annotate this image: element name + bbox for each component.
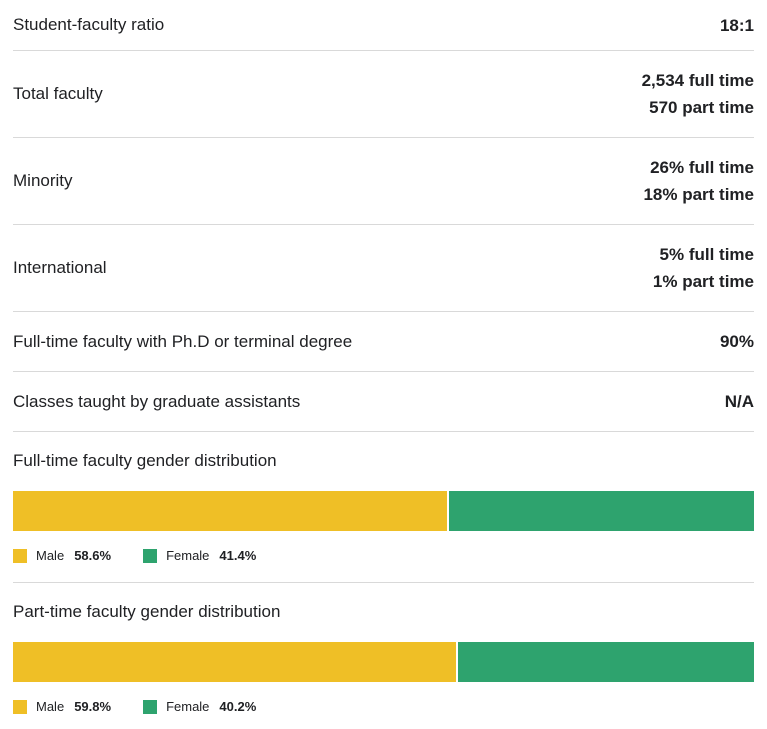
- stat-label: Student-faculty ratio: [13, 15, 165, 34]
- stat-label: Full-time faculty with Ph.D or terminal …: [13, 331, 353, 351]
- section-title: Part-time faculty gender distribution: [13, 602, 281, 621]
- female-swatch: [143, 699, 158, 714]
- legend-item-male: Male 59.8%: [13, 699, 111, 714]
- stat-row-phd: Full-time faculty with Ph.D or terminal …: [13, 312, 754, 372]
- legend-value: 58.6%: [74, 548, 112, 563]
- legend-item-male: Male 58.6%: [13, 548, 111, 563]
- stat-row-student-faculty-ratio: Student-faculty ratio 18:1: [13, 0, 754, 51]
- legend-label: Female: [166, 699, 210, 714]
- stat-value: 2,534 full time 570 part time: [642, 67, 754, 121]
- female-segment: [447, 491, 754, 531]
- stat-value-line: 5% full time: [659, 245, 754, 264]
- stat-value-line: N/A: [724, 392, 754, 411]
- stat-row-minority: Minority 26% full time 18% part time: [13, 138, 754, 225]
- legend-label: Male: [36, 699, 65, 714]
- legend: Male 58.6% Female 41.4%: [13, 548, 754, 563]
- stat-value: 26% full time 18% part time: [643, 154, 754, 208]
- female-swatch: [143, 548, 158, 563]
- stat-value-line: 26% full time: [650, 158, 754, 177]
- stat-row-international: International 5% full time 1% part time: [13, 225, 754, 312]
- stat-label: Classes taught by graduate assistants: [13, 391, 301, 411]
- legend-item-female: Female 41.4%: [143, 548, 256, 563]
- stat-value-line: 90%: [719, 332, 754, 351]
- stat-value: 90%: [720, 328, 754, 355]
- gender-bar: [13, 491, 754, 531]
- stat-label: Total faculty: [13, 84, 103, 103]
- stat-value: 5% full time 1% part time: [653, 241, 754, 295]
- gender-bar: [13, 642, 754, 682]
- legend-value: 59.8%: [74, 699, 112, 714]
- legend-value: 40.2%: [219, 699, 257, 714]
- stat-value: 18:1: [720, 12, 754, 39]
- part-time-gender-section: Part-time faculty gender distribution Ma…: [13, 583, 754, 729]
- full-time-gender-section: Full-time faculty gender distribution Ma…: [13, 432, 754, 583]
- male-segment: [13, 642, 457, 682]
- stat-label: International: [13, 258, 107, 277]
- faculty-stats-panel: Student-faculty ratio 18:1 Total faculty…: [13, 0, 754, 729]
- female-segment: [456, 642, 754, 682]
- legend-label: Male: [36, 548, 65, 563]
- legend-item-female: Female 40.2%: [143, 699, 256, 714]
- stat-value-line: 18:1: [719, 15, 754, 35]
- stat-value-line: 18% part time: [643, 185, 754, 204]
- male-segment: [13, 491, 448, 531]
- stat-value-line: 2,534 full time: [641, 71, 754, 90]
- male-swatch: [13, 699, 27, 714]
- section-title: Full-time faculty gender distribution: [13, 451, 277, 470]
- legend-value: 41.4%: [219, 548, 257, 563]
- stat-value: N/A: [725, 388, 754, 415]
- stat-value-line: 1% part time: [652, 272, 754, 291]
- legend-label: Female: [166, 548, 210, 563]
- stat-row-total-faculty: Total faculty 2,534 full time 570 part t…: [13, 51, 754, 138]
- stat-row-graduate-assistants: Classes taught by graduate assistants N/…: [13, 372, 754, 432]
- stat-label: Minority: [13, 171, 73, 190]
- stat-value-line: 570 part time: [649, 98, 754, 117]
- legend: Male 59.8% Female 40.2%: [13, 699, 754, 714]
- male-swatch: [13, 548, 27, 563]
